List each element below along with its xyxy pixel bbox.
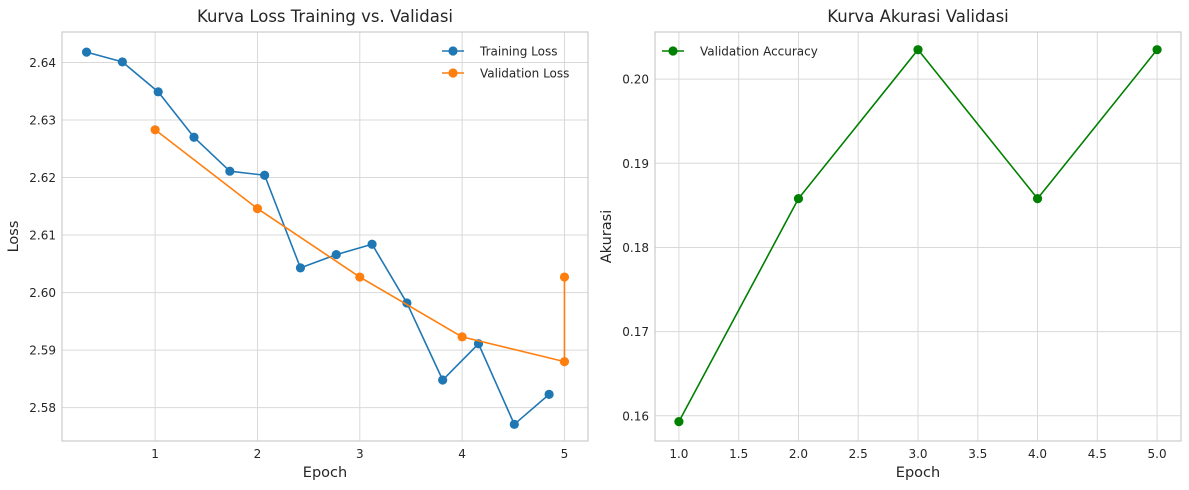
x-tick-label: 3.5 — [968, 447, 987, 461]
chart-panel-2: 1.0 1.5 2.0 2.5 3.0 3.5 4.0 4.5 5.0 0.16 0.17 0.18 0… — [599, 7, 1182, 481]
data-point — [559, 272, 570, 282]
y-tick-label: 2.58 — [29, 401, 56, 415]
legend-entry: Validation Accuracy — [662, 44, 818, 58]
series-line-training-loss — [86, 51, 550, 426]
y-tick-label: 2.62 — [29, 171, 56, 185]
y-tick-label: 2.64 — [29, 56, 56, 70]
data-point — [674, 417, 684, 427]
data-point — [913, 45, 923, 55]
y-tick-label: 0.19 — [622, 157, 649, 171]
data-point — [295, 263, 306, 273]
x-tick-label: 5.0 — [1148, 447, 1167, 461]
data-point — [260, 170, 270, 180]
x-tick-label: 4.5 — [1088, 447, 1107, 461]
y-tick-label: 0.16 — [622, 409, 649, 423]
data-point — [559, 357, 570, 367]
y-tick-label: 2.63 — [29, 114, 56, 128]
data-point — [509, 419, 519, 429]
legend-marker — [668, 46, 678, 56]
x-tick-label: 2 — [254, 447, 262, 461]
x-axis-label: Epoch — [303, 465, 347, 481]
data-point — [544, 389, 554, 400]
legend-label: Training Loss — [479, 44, 557, 58]
data-point — [189, 132, 199, 142]
data-point — [438, 375, 448, 385]
legend-label: Validation Loss — [480, 66, 569, 80]
data-point — [81, 47, 92, 57]
x-tick-label: 2.0 — [789, 447, 808, 461]
y-tick-label: 0.20 — [622, 73, 649, 87]
data-point — [355, 272, 365, 282]
data-point — [793, 194, 804, 204]
y-tick-label: 0.17 — [622, 325, 649, 339]
legend-entry: Validation Loss — [442, 66, 569, 80]
x-tick-label: 2.5 — [849, 447, 868, 461]
x-tick-label: 4 — [458, 447, 466, 461]
x-tick-label: 1 — [151, 447, 159, 461]
axes-frame — [654, 31, 1182, 442]
data-point — [457, 332, 467, 342]
plot-area — [62, 32, 588, 441]
data-point — [1032, 194, 1043, 204]
y-axis-label: Akurasi — [599, 210, 615, 264]
data-point — [153, 87, 163, 97]
y-tick-label: 0.18 — [622, 241, 649, 255]
data-point — [252, 204, 263, 214]
x-tick-label: 3.0 — [908, 447, 927, 461]
y-tick-label: 2.59 — [29, 344, 56, 358]
x-axis-label: Epoch — [896, 465, 940, 481]
data-point — [1152, 45, 1162, 55]
series-line-validation-loss — [154, 129, 566, 363]
data-point — [150, 125, 160, 135]
data-point — [117, 57, 127, 67]
legend-marker — [448, 46, 458, 56]
data-point — [367, 239, 377, 249]
y-tick-label: 2.61 — [29, 229, 56, 243]
legend-label: Validation Accuracy — [700, 44, 818, 58]
y-axis-label: Loss — [6, 221, 22, 253]
x-tick-label: 4.0 — [1028, 447, 1047, 461]
x-tick-label: 1.0 — [669, 447, 688, 461]
legend-marker — [448, 68, 458, 78]
chart-title: Kurva Akurasi Validasi — [827, 7, 1009, 26]
x-tick-label: 1.5 — [729, 447, 748, 461]
legend-entry: Training Loss — [442, 44, 557, 58]
chart-title: Kurva Loss Training vs. Validasi — [197, 7, 453, 26]
y-tick-label: 2.60 — [29, 286, 56, 300]
data-point — [225, 166, 235, 176]
axes-frame — [61, 31, 589, 442]
data-point — [331, 250, 341, 260]
x-tick-label: 5 — [561, 447, 569, 461]
chart-panel-1: 1 2 3 4 5 2.58 2.59 2.60 2.61 2.62 2.63 2.64 Kurva L… — [6, 7, 589, 481]
x-tick-label: 3 — [356, 447, 364, 461]
